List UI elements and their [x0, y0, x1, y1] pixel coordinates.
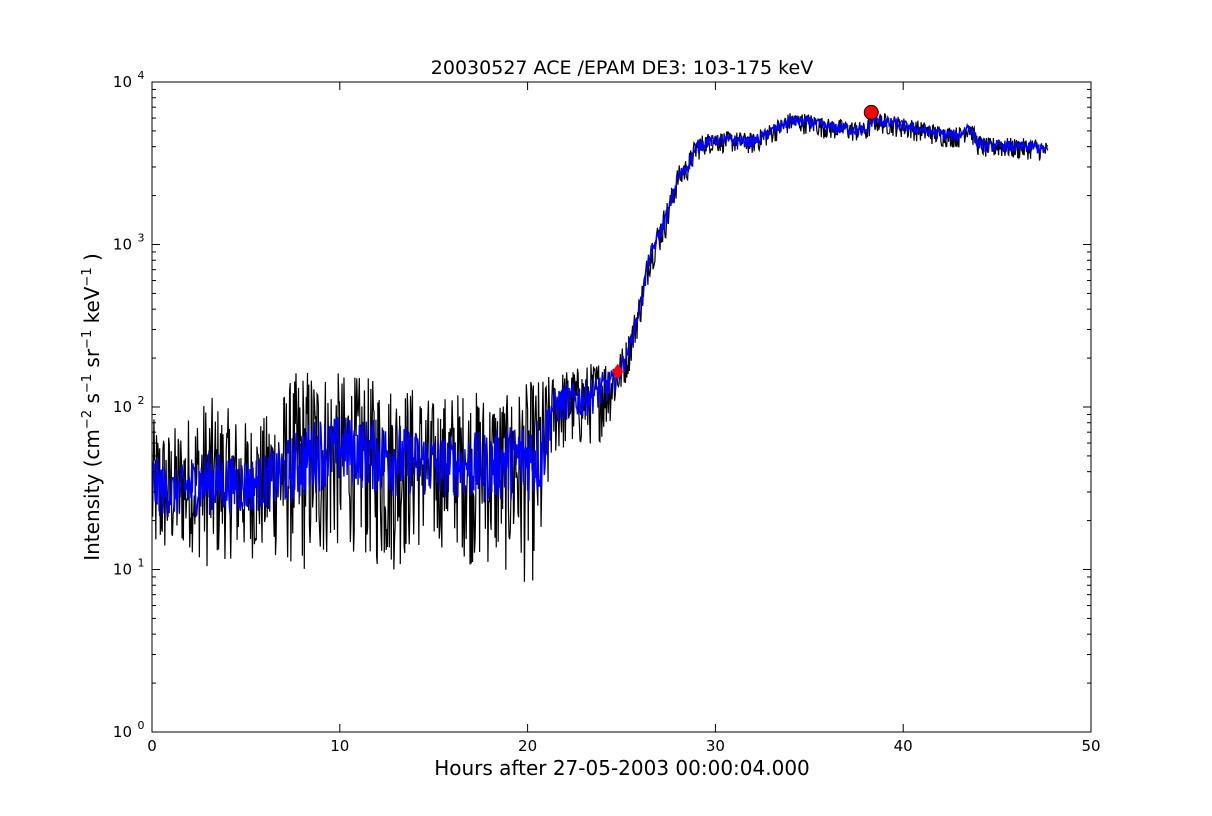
y-tick-label: 10	[113, 398, 132, 416]
plot-area	[152, 104, 1049, 582]
y-tick-exponent: 3	[138, 232, 145, 245]
y-tick-exponent: 2	[138, 394, 145, 407]
x-tick-label: 30	[706, 737, 725, 755]
x-tick-label: 0	[147, 737, 157, 755]
peak-marker	[863, 104, 879, 120]
x-axis-label: Hours after 27-05-2003 00:00:04.000	[434, 756, 810, 780]
y-tick-label: 10	[113, 723, 132, 741]
y-tick-exponent: 0	[138, 719, 145, 732]
chart-title: 20030527 ACE /EPAM DE3: 103-175 keV	[431, 57, 813, 79]
x-axis-ticks: 0 10 20 30 40 50	[147, 82, 1101, 755]
y-tick-exponent: 1	[138, 557, 145, 570]
y-tick-label: 10	[113, 236, 132, 254]
y-tick-label: 10	[113, 561, 132, 579]
onset-marker	[612, 363, 624, 380]
x-tick-label: 10	[330, 737, 349, 755]
y-tick-exponent: 4	[138, 69, 145, 82]
series-layer	[152, 111, 1049, 582]
series-line-smoothed-intensity	[152, 114, 1049, 518]
y-axis-ticks: 10 0 10 1 10 2 10 3 10 4	[113, 69, 1091, 741]
y-axis-label: Intensity (cm−2 s−1 sr−1 keV−1 )	[80, 253, 104, 561]
y-tick-label: 10	[113, 73, 132, 91]
marker-layer	[612, 104, 879, 380]
x-tick-label: 50	[1081, 737, 1100, 755]
x-tick-label: 20	[518, 737, 537, 755]
series-line-raw-intensity	[152, 111, 1048, 582]
x-tick-label: 40	[894, 737, 913, 755]
